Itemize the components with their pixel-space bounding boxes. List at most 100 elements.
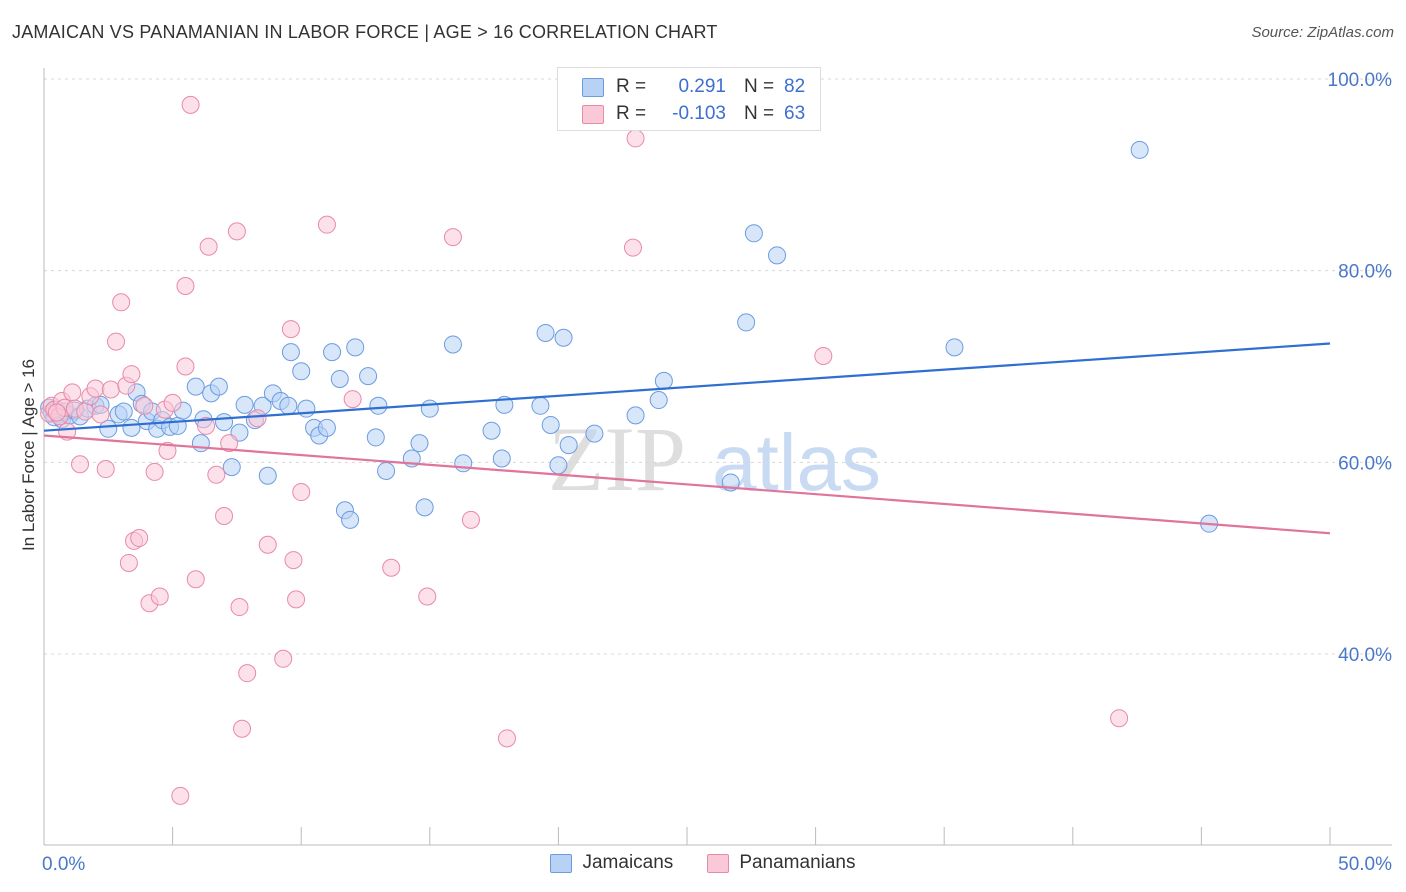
jamaican-point [410, 434, 429, 453]
series-legend: Jamaicans Panamanians [0, 852, 1406, 874]
jamaicans-swatch [582, 77, 604, 97]
panamanian-point [623, 238, 642, 257]
jamaican-point [99, 419, 118, 438]
jamaican-point [768, 246, 787, 265]
jamaican-point [585, 424, 604, 443]
panamanian-point [281, 320, 300, 339]
legend-label-panamanians: Panamanians [739, 852, 856, 873]
panamanian-point [86, 379, 105, 398]
jamaican-point [554, 328, 573, 347]
jamaican-point [222, 458, 241, 477]
panamanian-point [112, 293, 131, 312]
jamaican-point [737, 313, 756, 332]
panamanian-point [63, 383, 82, 402]
gridlines [44, 78, 1392, 655]
jamaican-point [168, 416, 187, 435]
panamanian-point [248, 409, 267, 428]
stats-legend: R = 0.291 N = 82 R = -0.103 N = 63 [557, 67, 821, 131]
panamanian-point [150, 587, 169, 606]
axes [43, 68, 1392, 846]
legend-row-jamaicans: R = 0.291 N = 82 [582, 74, 805, 100]
jamaican-trendline [43, 342, 1331, 432]
panamanian-point [119, 553, 138, 572]
legend-item-jamaicans[interactable]: Jamaicans [550, 852, 673, 874]
jamaican-point [323, 343, 342, 362]
panamanians-legend-swatch [707, 853, 730, 873]
legend-item-panamanians[interactable]: Panamanians [707, 852, 856, 874]
jamaican-point [559, 436, 578, 455]
jamaican-point [549, 456, 568, 475]
jamaican-point [191, 434, 210, 453]
jamaican-point [317, 418, 336, 437]
panamanian-point [1110, 709, 1129, 728]
n-label: N = [744, 76, 775, 97]
jamaican-point [654, 371, 673, 390]
jamaican-point [279, 396, 298, 415]
jamaican-point [415, 498, 434, 517]
y-tick-label: 60.0% [1338, 453, 1392, 474]
panamanian-point [292, 483, 311, 502]
panamanian-point [176, 277, 195, 295]
panamanian-point [227, 222, 246, 241]
jamaican-point [366, 428, 385, 447]
points-layer [40, 95, 1219, 805]
y-tick-label: 40.0% [1338, 645, 1392, 666]
jamaican-point [122, 418, 141, 437]
jamaican-point [744, 224, 763, 243]
jamaican-point [114, 402, 133, 421]
jamaican-point [281, 343, 300, 362]
panamanian-point [171, 786, 190, 805]
jamaicans-legend-swatch [550, 853, 573, 873]
panamanian-point [443, 228, 462, 247]
panamanian-point [130, 529, 149, 548]
panamanian-point [284, 551, 303, 570]
panamanian-trendline [43, 434, 1331, 535]
watermark-zip: ZIP [548, 408, 686, 510]
panamanian-point [230, 598, 249, 617]
jamaican-point [492, 449, 511, 468]
jamaican-point [945, 338, 964, 357]
source-label: Source: ZipAtlas.com [1251, 24, 1394, 41]
panamanian-point [163, 393, 182, 412]
jamaican-point [377, 461, 396, 480]
r-value-jamaicans: 0.291 [678, 76, 726, 97]
panamanian-point [47, 403, 66, 422]
jamaican-point [292, 362, 311, 381]
jamaican-point [330, 369, 349, 388]
jamaican-point [482, 421, 501, 440]
panamanian-point [814, 346, 833, 365]
trend-layer [43, 342, 1331, 535]
jamaican-point [258, 466, 277, 485]
panamanian-point [107, 332, 126, 351]
panamanian-point [199, 237, 218, 256]
panamanian-point [186, 570, 205, 589]
jamaican-point [235, 395, 254, 414]
r-label: R = [616, 103, 647, 124]
jamaican-point [536, 323, 555, 342]
jamaican-point [649, 391, 668, 410]
tick-labels: 100.0% 80.0% 60.0% 40.0% 0.0% 50.0% [42, 70, 1392, 875]
panamanian-point [258, 535, 277, 554]
panamanian-point [96, 460, 115, 479]
legend-row-panamanians: R = -0.103 N = 63 [582, 101, 805, 127]
jamaican-point [420, 399, 439, 418]
x-tick-label: 50.0% [1338, 854, 1392, 875]
panamanian-point [238, 664, 257, 683]
r-label: R = [616, 76, 647, 97]
panamanian-point [274, 649, 293, 668]
legend-label-jamaicans: Jamaicans [582, 852, 674, 873]
chart-title: JAMAICAN VS PANAMANIAN IN LABOR FORCE | … [12, 22, 718, 42]
panamanian-point [207, 465, 226, 484]
panamanian-point [497, 729, 516, 748]
y-tick-label: 80.0% [1338, 262, 1392, 283]
x-tick-label: 0.0% [42, 854, 85, 875]
y-axis-label: In Labor Force | Age > 16 [19, 359, 38, 551]
panamanian-point [122, 365, 141, 384]
panamanian-point [76, 402, 95, 421]
y-tick-label: 100.0% [1328, 70, 1393, 91]
jamaican-point [186, 377, 205, 396]
panamanian-point [233, 719, 252, 738]
panamanian-point [197, 416, 216, 435]
jamaican-point [454, 454, 473, 473]
